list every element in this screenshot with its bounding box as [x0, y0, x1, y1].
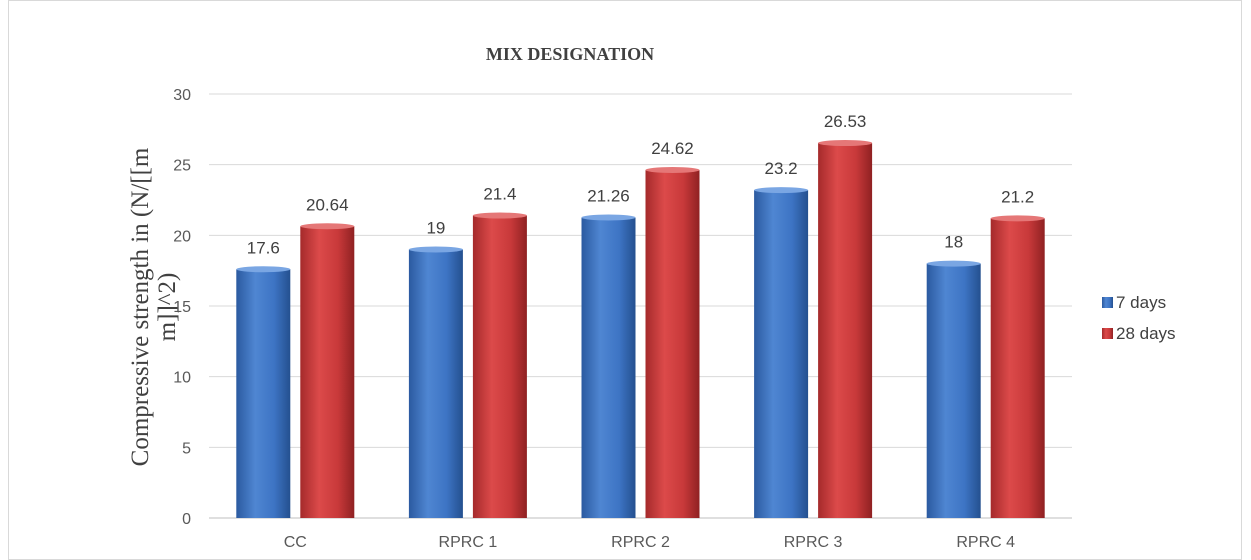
bar-top — [990, 215, 1045, 222]
data-label: 24.62 — [651, 139, 694, 158]
bar-body — [818, 143, 873, 518]
bar-28-days-rprc-4 — [990, 215, 1045, 518]
data-label: 26.53 — [824, 112, 867, 131]
legend-label: 28 days — [1116, 324, 1176, 343]
data-labels: 17.6 20.64 19 21.4 21.26 24.62 23.2 26.53 18 21.2 — [247, 112, 1034, 257]
y-axis-label: Compressive strength in (N/[[m m]]^2) — [127, 147, 181, 466]
x-tick-label-rprc-4: RPRC 4 — [956, 534, 1015, 551]
bar-28-days-rprc-1 — [472, 212, 527, 518]
data-label: 19 — [426, 218, 445, 237]
bar-7-days-rprc-4 — [926, 260, 981, 518]
data-label: 23.2 — [765, 159, 798, 178]
bar-top — [408, 246, 463, 253]
bar-chart: MIX DESIGNATION Compressive strength in … — [127, 44, 1176, 551]
x-tick-label-rprc-2: RPRC 2 — [611, 534, 670, 551]
legend-item-28-days: 28 days — [1102, 324, 1176, 343]
bar-top — [472, 212, 527, 219]
data-label: 17.6 — [247, 238, 280, 257]
bar-body — [754, 190, 809, 518]
bar-7-days-rprc-1 — [408, 246, 463, 518]
y-axis-label-line-1: Compressive strength in (N/[[m — [127, 147, 154, 466]
x-tick-label-rprc-1: RPRC 1 — [439, 534, 498, 551]
bar-top — [236, 266, 291, 273]
y-tick-label-25: 25 — [173, 158, 191, 175]
y-axis-ticks: 0 5 10 15 20 25 30 — [173, 87, 191, 528]
bar-body — [926, 263, 981, 518]
legend: 7 days 28 days — [1102, 293, 1176, 343]
y-axis-label-line-2: m]]^2) — [154, 273, 181, 342]
x-tick-label-rprc-3: RPRC 3 — [784, 534, 843, 551]
y-tick-label-20: 20 — [173, 228, 191, 245]
bar-top — [754, 187, 809, 194]
bar-body — [645, 170, 700, 518]
bar-top — [926, 260, 981, 267]
y-tick-label-30: 30 — [173, 87, 191, 104]
chart-frame: MIX DESIGNATION Compressive strength in … — [8, 0, 1242, 560]
bar-body — [300, 226, 355, 518]
bar-body — [236, 269, 291, 518]
data-label: 18 — [944, 233, 963, 252]
y-tick-label-10: 10 — [173, 370, 191, 387]
bar-top — [581, 214, 636, 221]
data-label: 21.26 — [587, 187, 630, 206]
y-tick-label-5: 5 — [182, 440, 191, 457]
data-label: 20.64 — [306, 195, 349, 214]
data-label: 21.4 — [483, 185, 516, 204]
bar-top — [645, 167, 700, 174]
bar-28-days-rprc-3 — [818, 140, 873, 518]
y-tick-label-15: 15 — [173, 299, 191, 316]
legend-swatch — [1102, 297, 1113, 308]
chart-title: MIX DESIGNATION — [486, 44, 654, 64]
bar-7-days-cc — [236, 266, 291, 518]
x-axis-ticks: CC RPRC 1 RPRC 2 RPRC 3 RPRC 4 — [284, 534, 1015, 551]
bar-7-days-rprc-3 — [754, 187, 809, 518]
y-tick-label-0: 0 — [182, 511, 191, 528]
bar-top — [818, 140, 873, 147]
legend-label: 7 days — [1116, 293, 1166, 312]
bar-7-days-rprc-2 — [581, 214, 636, 518]
bar-body — [408, 249, 463, 518]
legend-swatch — [1102, 328, 1113, 339]
legend-item-7-days: 7 days — [1102, 293, 1166, 312]
data-label: 21.2 — [1001, 187, 1034, 206]
bar-28-days-rprc-2 — [645, 167, 700, 518]
bar-body — [990, 218, 1045, 518]
bar-28-days-cc — [300, 223, 355, 518]
bars — [236, 140, 1045, 518]
bar-body — [472, 215, 527, 518]
x-tick-label-cc: CC — [284, 534, 307, 551]
bar-body — [581, 217, 636, 518]
bar-top — [300, 223, 355, 230]
